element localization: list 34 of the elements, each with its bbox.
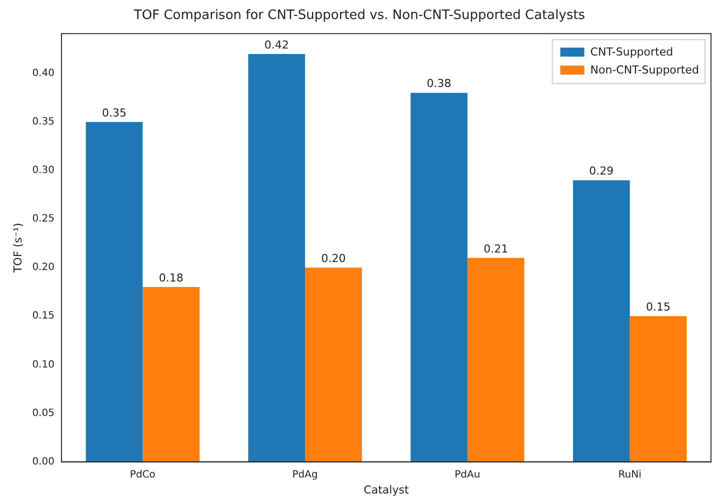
y-tick-label: 0.30	[32, 165, 54, 176]
y-tick-label: 0.25	[32, 214, 54, 225]
data-label: 0.38	[426, 77, 452, 90]
bar	[248, 54, 306, 462]
x-tick-label: PdAg	[292, 469, 318, 480]
y-tick-label: 0.15	[32, 310, 54, 322]
data-label: 0.35	[102, 106, 126, 120]
legend-label: CNT-Supported	[590, 45, 674, 58]
y-tick-label: 0.05	[32, 408, 54, 419]
bar	[630, 316, 687, 462]
data-label: 0.42	[264, 38, 289, 52]
y-axis-title: TOF (s⁻¹)	[11, 222, 24, 274]
data-label: 0.15	[646, 300, 670, 314]
y-tick-label: 0.10	[32, 359, 54, 370]
x-axis-title: Catalyst	[364, 483, 410, 496]
legend-label: Non-CNT-Supported	[590, 63, 700, 76]
x-tick-label: PdAu	[454, 469, 480, 480]
x-tick-label: RuNi	[618, 469, 642, 480]
chart-title: TOF Comparison for CNT-Supported vs. Non-CNT-Supported Catalysts	[132, 8, 586, 24]
data-label: 0.20	[321, 252, 346, 265]
bar	[86, 122, 143, 462]
y-tick-label: 0.00	[32, 456, 54, 468]
y-tick-label: 0.20	[32, 262, 54, 274]
data-label: 0.18	[158, 271, 184, 284]
bar	[572, 180, 630, 462]
y-tick-label: 0.40	[32, 68, 54, 80]
bar	[142, 287, 200, 462]
data-label: 0.21	[484, 242, 508, 256]
bar	[410, 92, 468, 462]
x-tick-label: PdCo	[130, 469, 156, 480]
bar	[305, 268, 362, 462]
y-tick-label: 0.35	[32, 116, 54, 128]
data-label: 0.29	[589, 164, 614, 178]
bar	[467, 258, 524, 462]
